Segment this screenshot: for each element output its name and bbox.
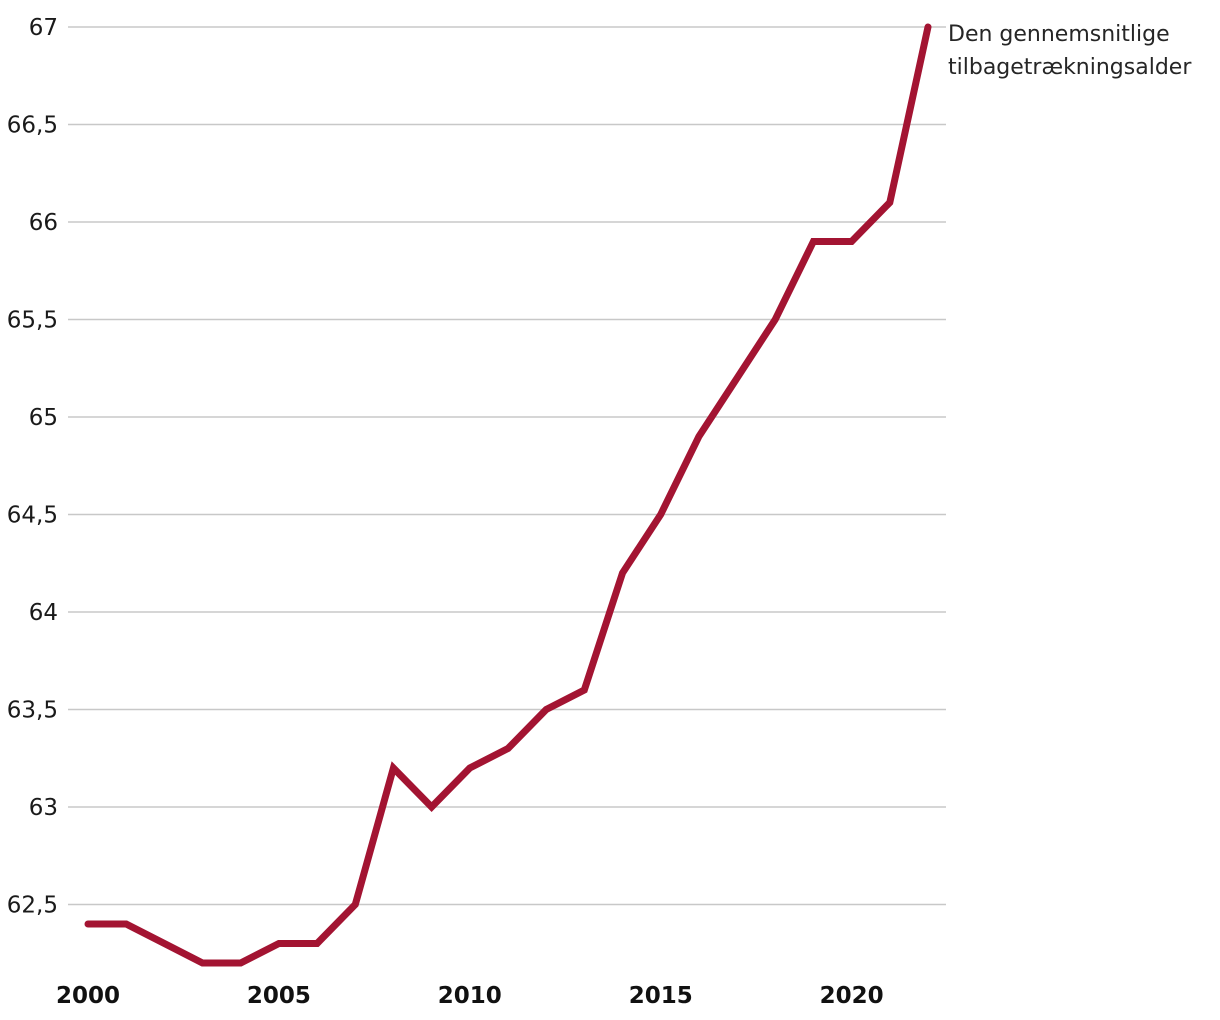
y-tick-label-66: 66 [29,210,58,236]
y-tick-label-65.5: 65,5 [7,308,58,334]
y-tick-label-65: 65 [29,405,58,431]
y-tick-label-66.5: 66,5 [7,113,58,139]
gridlines [68,26,946,906]
y-axis-tick-labels: 62,5 63 63,5 64 64,5 65 65,5 66 66,5 67 [7,15,58,919]
x-tick-label-2015: 2015 [629,983,693,1009]
y-tick-label-67: 67 [29,15,58,41]
y-tick-label-63: 63 [29,795,58,821]
series-annotation-line-2: tilbagetrækningsalder [948,55,1192,80]
y-tick-label-63.5: 63,5 [7,698,58,724]
y-tick-label-64: 64 [29,600,58,626]
y-tick-label-64.5: 64,5 [7,503,58,529]
y-tick-label-62.5: 62,5 [7,893,58,919]
x-axis-tick-labels: 2000 2005 2010 2015 2020 [56,983,884,1009]
x-tick-label-2020: 2020 [820,983,884,1009]
series-annotation-line-1: Den gennemsnitlige [948,22,1170,47]
x-tick-label-2000: 2000 [56,983,120,1009]
retirement-age-series-line [84,23,932,967]
x-tick-label-2005: 2005 [247,983,311,1009]
x-tick-label-2010: 2010 [438,983,502,1009]
series-annotation: Den gennemsnitlige tilbagetrækningsalder [948,18,1191,84]
